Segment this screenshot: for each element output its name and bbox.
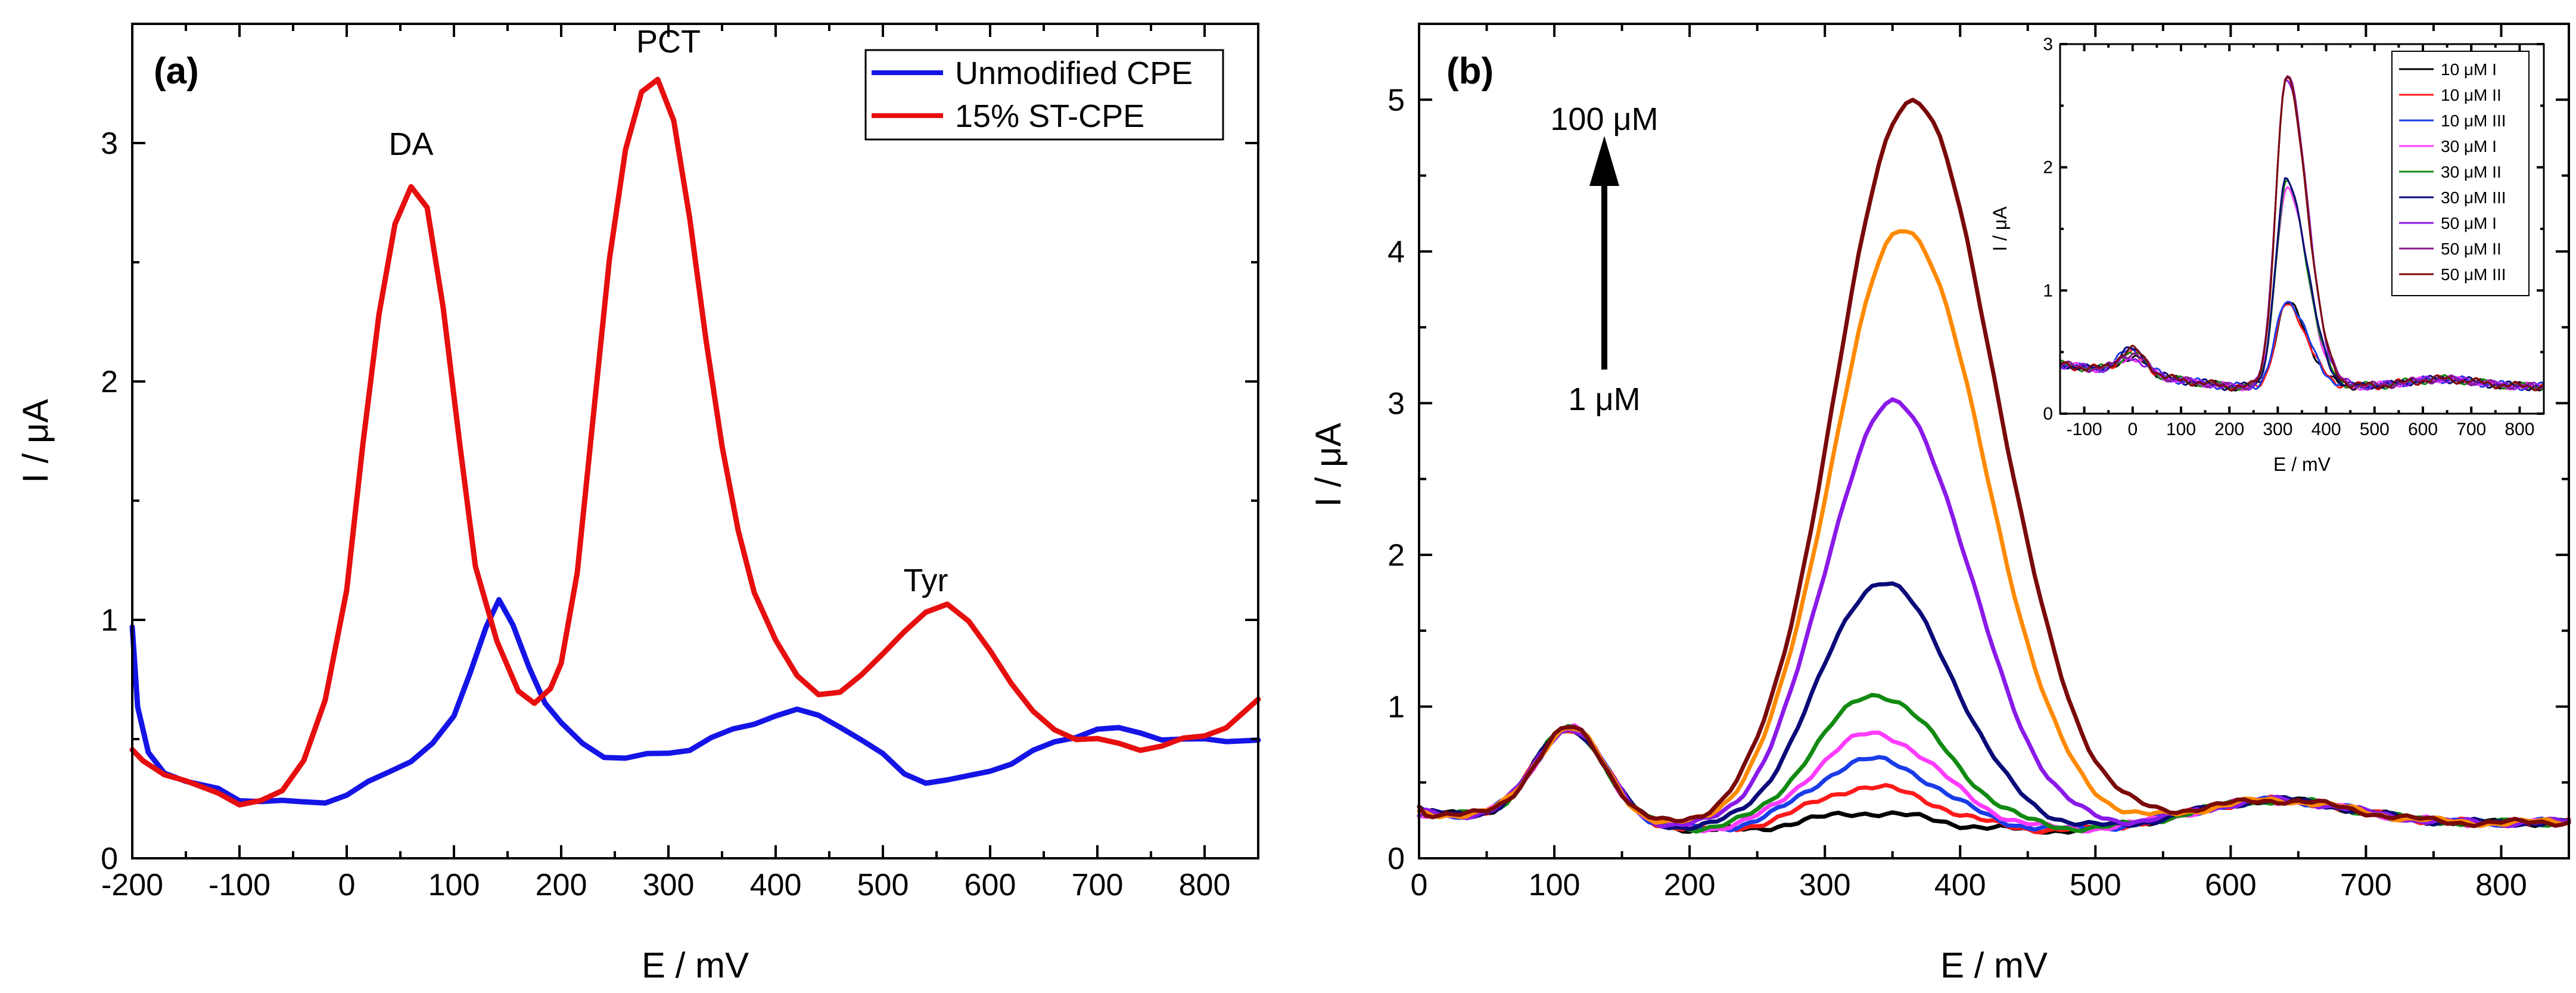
y-tick-label: 1	[1387, 690, 1405, 724]
x-tick-label: 500	[857, 868, 909, 902]
panel-b-label: (b)	[1446, 51, 1494, 92]
panel-b-series	[1417, 98, 2571, 835]
x-tick-label: 100	[428, 868, 480, 902]
x-tick-label: -100	[2067, 420, 2102, 439]
x-tick-label: 0	[338, 868, 356, 902]
inset-series	[2059, 75, 2545, 392]
y-tick-label: 2	[1387, 538, 1405, 573]
inset-ylabel: I / μA	[1989, 206, 2011, 252]
x-tick-label: 200	[2214, 420, 2244, 439]
y-tick-label: 3	[101, 126, 118, 161]
series-unmodified-cpe	[129, 597, 1261, 806]
panel-a-legend: Unmodified CPE 15% ST-CPE	[864, 49, 1224, 141]
y-tick-label: 0	[101, 842, 118, 876]
panel-a-xlabel: E / mV	[642, 945, 749, 985]
x-tick-label: 700	[2456, 420, 2486, 439]
x-tick-label: 100	[1529, 868, 1581, 902]
y-tick-label: 5	[1387, 83, 1405, 117]
x-tick-label: 700	[1072, 868, 1124, 902]
arrow-top-label: 100 μM	[1550, 101, 1658, 137]
x-tick-label: 300	[2263, 420, 2292, 439]
annotation-pct: PCT	[636, 24, 701, 60]
y-tick-label: 2	[2043, 158, 2053, 178]
annotation-da: DA	[388, 126, 433, 162]
panel-b-frame	[1418, 23, 2570, 859]
inset-legend-label-50-m-ii: 50 μM II	[2441, 240, 2502, 258]
x-tick-label: 300	[643, 868, 695, 902]
x-tick-label: 500	[2070, 868, 2121, 902]
inset-legend-label-10-m-iii: 10 μM III	[2441, 111, 2506, 130]
series-b-9	[1417, 98, 2571, 828]
inset-legend-label-10-m-ii: 10 μM II	[2441, 86, 2502, 104]
inset-xlabel: E / mV	[2273, 454, 2331, 475]
x-tick-label: 600	[965, 868, 1016, 902]
inset-legend-label-50-m-iii: 50 μM III	[2441, 265, 2506, 284]
x-tick-label: 0	[1411, 868, 1428, 902]
legend-label-st-cpe: 15% ST-CPE	[955, 98, 1144, 134]
x-tick-label: 100	[2166, 420, 2196, 439]
panel-a: -200 -100 0 100 200 300 400 500 600 700 800 0 1 2 3 (a…	[15, 23, 1261, 985]
panel-a-ticks: -200 -100 0 100 200 300 400 500 600 700 800 0 1 2 3	[101, 23, 1258, 902]
x-tick-label: 0	[2127, 420, 2138, 439]
y-tick-label: 3	[2043, 35, 2053, 54]
y-tick-label: 3	[1387, 386, 1405, 421]
y-tick-label: 1	[101, 603, 118, 638]
x-tick-label: 600	[2408, 420, 2438, 439]
legend-label-unmodified-cpe: Unmodified CPE	[955, 55, 1193, 91]
x-tick-label: 800	[2475, 868, 2527, 902]
x-tick-label: 400	[750, 868, 802, 902]
inset-ticks: -100 0 100 200 300 400 500 600 700 800 0 1 2 3	[2043, 35, 2544, 439]
x-tick-label: -200	[101, 868, 163, 902]
panel-a-label: (a)	[154, 51, 199, 92]
panel-b-ylabel: I / μA	[1308, 423, 1348, 507]
inset-legend-label-10-m-i: 10 μM I	[2441, 60, 2497, 79]
x-tick-label: 400	[1934, 868, 1986, 902]
x-tick-label: 800	[2505, 420, 2534, 439]
panel-a-ylabel: I / μA	[15, 399, 55, 483]
x-tick-label: 200	[536, 868, 587, 902]
inset-legend-label-30-m-iii: 30 μM III	[2441, 188, 2506, 207]
inset-legend-box	[2391, 51, 2530, 296]
concentration-arrow: 100 μM 1 μM	[1550, 101, 1658, 417]
y-tick-label: 4	[1387, 235, 1405, 269]
inset-legend-label-50-m-i: 50 μM I	[2441, 214, 2497, 232]
x-tick-label: 800	[1179, 868, 1231, 902]
y-tick-label: 1	[2043, 281, 2053, 300]
annotation-tyr: Tyr	[904, 563, 948, 598]
arrow-head	[1589, 136, 1619, 186]
inset-legend: 10 μM I 10 μM II 10 μM III 30 μM I 30 μM II 3…	[2391, 51, 2530, 296]
series-15-st-cpe	[129, 76, 1261, 808]
inset-legend-label-30-m-i: 30 μM I	[2441, 137, 2497, 156]
x-tick-label: 300	[1799, 868, 1851, 902]
inset-frame	[2059, 43, 2545, 415]
y-tick-label: 0	[2043, 404, 2053, 424]
x-tick-label: 400	[2311, 420, 2341, 439]
legend-box	[864, 49, 1224, 141]
x-tick-label: 500	[2360, 420, 2390, 439]
inset-series-50-m-iii	[2059, 76, 2545, 392]
panel-a-series	[129, 76, 1261, 808]
y-tick-label: 2	[101, 365, 118, 399]
panel-b-xlabel: E / mV	[1940, 945, 2048, 985]
panel-a-frame	[131, 23, 1259, 859]
x-tick-label: 700	[2340, 868, 2392, 902]
x-tick-label: -100	[209, 868, 270, 902]
x-tick-label: 200	[1664, 868, 1716, 902]
arrow-bottom-label: 1 μM	[1568, 381, 1640, 417]
y-tick-label: 0	[1387, 842, 1405, 876]
x-tick-label: 600	[2205, 868, 2257, 902]
panel-b-inset: -100 0 100 200 300 400 500 600 700 800 0 1 2 3 E / mV…	[1989, 35, 2545, 475]
inset-legend-label-30-m-ii: 30 μM II	[2441, 163, 2502, 181]
